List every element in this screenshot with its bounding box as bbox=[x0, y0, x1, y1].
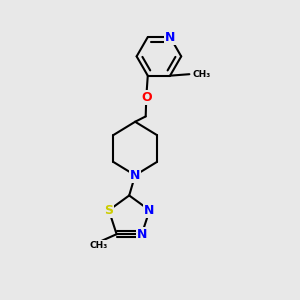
Text: N: N bbox=[165, 31, 175, 44]
Text: N: N bbox=[130, 169, 140, 182]
Text: CH₃: CH₃ bbox=[193, 70, 211, 79]
Text: CH₃: CH₃ bbox=[90, 241, 108, 250]
Text: N: N bbox=[144, 204, 155, 217]
Text: S: S bbox=[104, 204, 113, 217]
Text: O: O bbox=[141, 91, 152, 103]
Text: N: N bbox=[136, 228, 147, 241]
